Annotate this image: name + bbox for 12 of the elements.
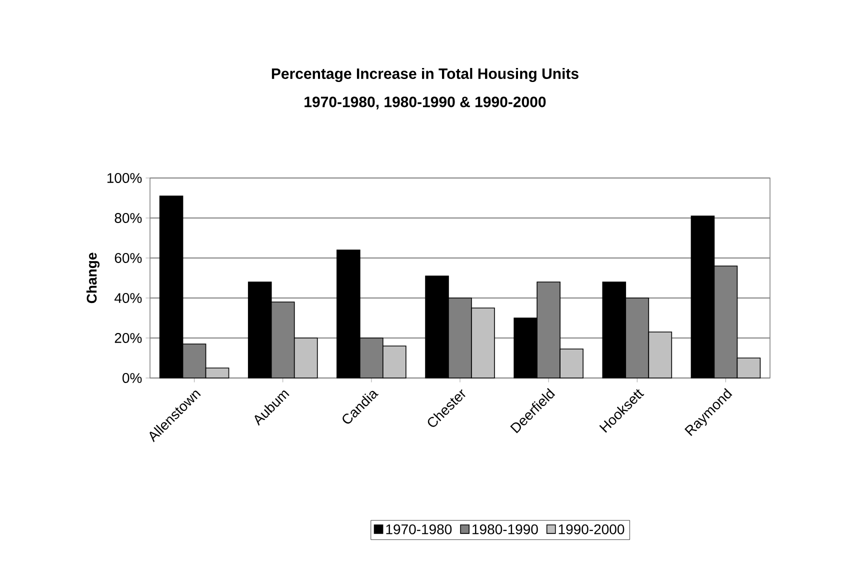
chart-subtitle: 1970-1980, 1980-1990 & 1990-2000 xyxy=(304,96,546,110)
legend-label: 1970-1980 xyxy=(386,524,452,534)
y-tick-label: 0% xyxy=(122,373,142,383)
y-tick-label: 60% xyxy=(114,253,142,263)
legend-label: 1980-1990 xyxy=(472,524,538,534)
chart-title: Percentage Increase in Total Housing Units xyxy=(272,68,578,82)
y-axis-title: Change xyxy=(86,252,100,304)
y-tick-label: 20% xyxy=(114,333,142,343)
y-tick-label: 40% xyxy=(114,293,142,303)
legend-label: 1990-2000 xyxy=(558,524,624,534)
y-tick-label: 80% xyxy=(114,213,142,223)
y-tick-label: 100% xyxy=(107,173,142,183)
